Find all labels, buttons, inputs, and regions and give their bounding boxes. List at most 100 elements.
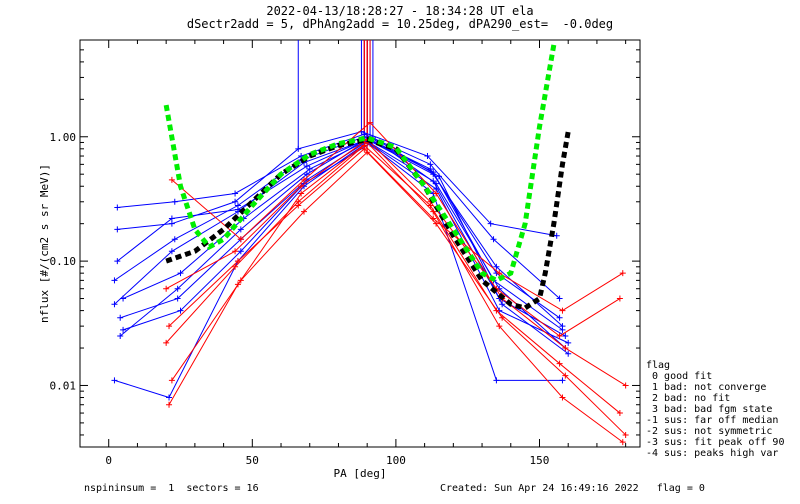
data-point <box>298 190 305 197</box>
data-point <box>298 183 305 190</box>
legend-item: -2 sus: not symmetric <box>646 426 773 437</box>
data-point <box>114 204 121 211</box>
data-point <box>303 163 310 170</box>
data-point <box>301 176 307 183</box>
legend-item: -1 sus: far off median <box>646 415 779 426</box>
series-line <box>122 143 569 344</box>
data-point <box>177 307 184 314</box>
data-point <box>616 410 623 417</box>
data-point <box>562 332 569 339</box>
data-point <box>433 220 440 227</box>
data-point <box>166 323 173 330</box>
legend-item: 0 good fit <box>646 371 713 382</box>
data-point <box>493 377 500 384</box>
data-point <box>619 270 626 277</box>
data-point <box>556 332 563 339</box>
data-point <box>424 153 431 160</box>
data-point <box>232 263 239 270</box>
data-point <box>295 202 302 209</box>
flag-legend: flag 0 good fit 1 bad: not converge 2 ba… <box>646 360 784 459</box>
x-tick-label: 150 <box>530 454 550 467</box>
data-point <box>114 226 121 233</box>
data-point <box>168 220 175 227</box>
data-point <box>174 295 181 302</box>
legend-title: flag <box>646 360 671 371</box>
data-point <box>234 258 241 265</box>
data-point <box>565 339 572 346</box>
data-point <box>556 314 563 321</box>
series-line <box>171 151 626 436</box>
data-point <box>232 198 239 205</box>
data-point <box>174 285 181 292</box>
data-point <box>171 236 178 243</box>
data-point <box>237 226 244 233</box>
y-axis-label: nflux [#/(cm2 s sr MeV)] <box>38 164 51 323</box>
series-line <box>165 138 621 337</box>
data-point <box>168 377 175 384</box>
legend-item: -3 sus: fit peak off 90 <box>646 437 785 448</box>
data-point <box>163 285 170 292</box>
data-point <box>433 190 440 197</box>
data-point <box>622 382 629 389</box>
data-point <box>435 173 442 180</box>
data-point <box>237 277 244 284</box>
data-point <box>562 372 569 379</box>
data-point <box>171 198 178 205</box>
data-point <box>120 295 127 302</box>
y-tick-label: 0.01 <box>50 379 77 392</box>
data-point <box>499 301 506 308</box>
data-point <box>111 377 118 384</box>
data-point <box>496 270 503 277</box>
legend-item: 1 bad: not converge <box>646 382 767 393</box>
data-point <box>117 332 124 339</box>
data-point <box>111 277 118 284</box>
fit-curve <box>163 44 557 284</box>
data-point <box>556 360 563 367</box>
data-point <box>556 295 563 302</box>
data-point <box>553 232 560 239</box>
data-point <box>237 248 244 255</box>
series-line <box>120 140 566 337</box>
data-point <box>166 394 173 401</box>
data-point <box>499 314 506 321</box>
data-point <box>168 215 175 222</box>
data-point <box>622 431 629 438</box>
data-point <box>111 301 118 308</box>
fit-curve <box>165 131 571 311</box>
data-point <box>559 377 566 384</box>
data-point <box>168 176 175 183</box>
data-point <box>493 307 500 314</box>
data-point <box>430 178 437 185</box>
data-point <box>487 220 494 227</box>
data-point <box>301 208 307 215</box>
data-point <box>117 314 124 321</box>
data-point <box>168 248 175 255</box>
footer-created-info: Created: Sun Apr 24 16:49:16 2022 flag =… <box>440 483 705 494</box>
chart-title-line2: dSectr2add = 5, dPhAng2add = 10.25deg, d… <box>186 17 614 31</box>
data-point <box>430 208 437 215</box>
data-point <box>490 236 497 243</box>
data-point <box>616 295 623 302</box>
plot-frame <box>79 39 641 448</box>
data-point <box>237 236 244 243</box>
series-line <box>117 133 560 299</box>
data-point <box>559 394 566 401</box>
legend-item: 3 bad: bad fgm state <box>646 404 773 415</box>
x-tick-label: 0 <box>105 454 112 467</box>
y-tick-label: 0.10 <box>50 255 77 268</box>
legend-item: 2 bad: no fit <box>646 393 731 404</box>
data-point <box>559 307 566 314</box>
data-point <box>232 190 239 197</box>
data-point <box>493 263 500 270</box>
series-line <box>165 144 621 414</box>
x-tick-label: 50 <box>246 454 259 467</box>
data-point <box>364 149 371 156</box>
data-point <box>361 145 368 152</box>
data-point <box>559 326 566 333</box>
series-line <box>117 138 563 331</box>
data-point <box>295 145 302 152</box>
data-point <box>303 171 310 178</box>
data-point <box>163 339 170 346</box>
